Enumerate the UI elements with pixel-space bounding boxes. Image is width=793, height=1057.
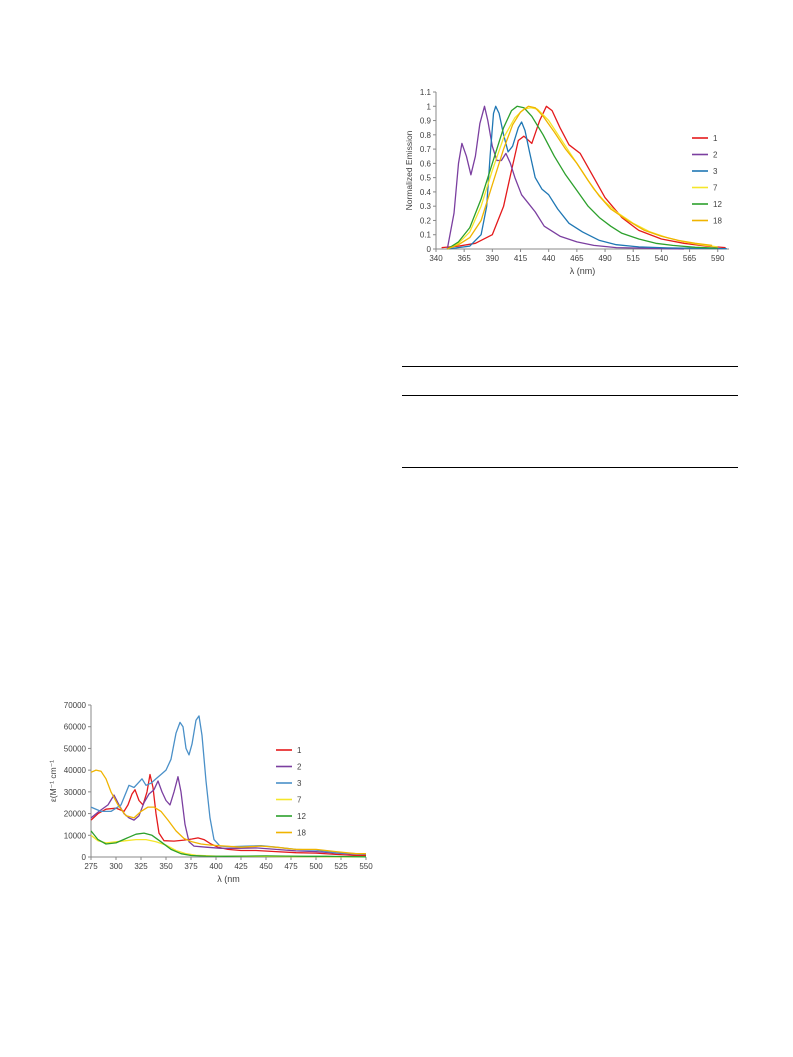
y-tick-label: 0.9 [420,117,432,126]
legend-label-3: 3 [713,167,718,176]
table-top-rule [402,366,738,367]
x-tick-label: 390 [486,254,500,263]
x-tick-label: 415 [514,254,528,263]
x-tick-label: 550 [359,862,373,871]
x-tick-label: 515 [627,254,641,263]
x-tick-label: 340 [429,254,443,263]
x-tick-label: 350 [159,862,173,871]
legend-label-7: 7 [713,184,718,193]
y-tick-label: 1 [427,102,432,111]
series-line-2 [446,105,684,250]
x-tick-label: 590 [711,254,725,263]
x-tick-label: 300 [109,862,123,871]
x-tick-label: 475 [284,862,298,871]
table-bottom-rule [402,467,738,468]
legend-label-12: 12 [297,812,306,821]
y-tick-label: 10000 [64,831,87,840]
y-tick-label: 50000 [64,744,87,753]
x-tick-label: 450 [259,862,273,871]
y-tick-label: 20000 [64,810,87,819]
table-header-rule [402,395,738,396]
series-line-18 [90,769,366,855]
legend-label-18: 18 [713,217,722,226]
x-axis-title: λ (nm [217,874,240,884]
x-tick-label: 540 [655,254,669,263]
y-tick-label: 0 [82,853,87,862]
y-tick-label: 0.2 [420,216,432,225]
x-tick-label: 440 [542,254,556,263]
emission-chart: 340 365 390 415 440 465 490 515 540 565 590 0 0.1 0.2… [404,88,729,276]
series-line-2 [90,776,367,856]
series-line-12 [446,105,718,250]
absorption-chart: 275 300 325 350 375 400 425 450 475 500 525 550 0 100… [48,701,373,884]
series-line-18 [447,105,713,250]
y-tick-label: 0.3 [420,202,432,211]
y-tick-label: 0.8 [420,131,432,140]
y-tick-label: 30000 [64,788,87,797]
x-tick-label: 565 [683,254,697,263]
x-tick-label: 375 [184,862,198,871]
series-line-1 [90,773,367,857]
x-tick-label: 525 [334,862,348,871]
x-tick-label: 500 [309,862,323,871]
y-tick-label: 0.4 [420,188,432,197]
x-tick-label: 490 [598,254,612,263]
y-tick-label: 70000 [64,701,87,710]
y-tick-label: 60000 [64,723,87,732]
y-axis-title: ε(M⁻¹ cm⁻¹ [48,760,58,802]
y-tick-label: 0 [427,245,432,254]
legend-label-3: 3 [297,779,302,788]
y-tick-label: 40000 [64,766,87,775]
legend-label-7: 7 [297,796,302,805]
legend-label-2: 2 [713,151,718,160]
y-tick-label: 0.1 [420,231,432,240]
series-line-12 [90,830,367,858]
x-tick-label: 465 [570,254,584,263]
y-tick-label: 0.7 [420,145,432,154]
series-line-3 [90,715,367,855]
y-tick-label: 1.1 [420,88,432,97]
x-axis-title: λ (nm) [570,266,596,276]
legend-label-1: 1 [713,134,718,143]
x-tick-label: 275 [84,862,98,871]
legend-label-2: 2 [297,763,302,772]
x-tick-label: 425 [234,862,248,871]
x-tick-label: 325 [134,862,148,871]
x-tick-label: 400 [209,862,223,871]
legend-label-12: 12 [713,200,722,209]
series-line-3 [447,105,727,250]
series-line-1 [441,105,726,249]
x-tick-label: 365 [457,254,471,263]
y-tick-label: 0.5 [420,174,432,183]
y-tick-label: 0.6 [420,159,432,168]
legend-label-18: 18 [297,829,306,838]
y-axis-title: Normalized Emission [404,130,414,210]
legend-label-1: 1 [297,746,302,755]
